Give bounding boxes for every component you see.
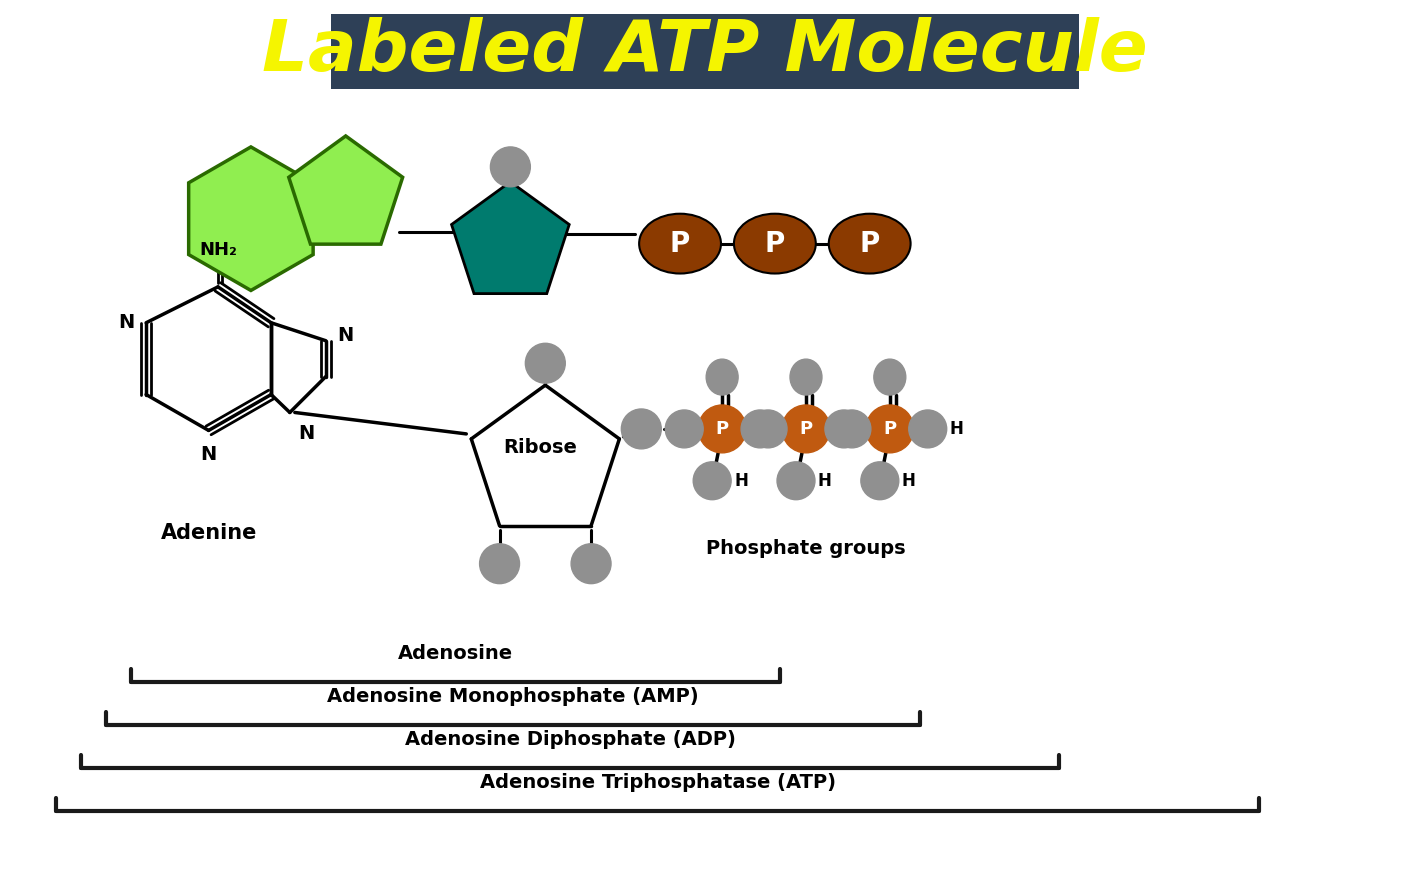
Text: Adenosine Diphosphate (ADP): Adenosine Diphosphate (ADP) bbox=[405, 730, 735, 749]
Circle shape bbox=[571, 544, 611, 584]
Text: H: H bbox=[734, 471, 748, 490]
Text: H: H bbox=[505, 554, 518, 573]
Text: Adenosine: Adenosine bbox=[398, 644, 514, 663]
Text: H: H bbox=[595, 554, 610, 573]
Circle shape bbox=[861, 462, 899, 499]
Circle shape bbox=[749, 410, 787, 448]
Circle shape bbox=[777, 462, 816, 499]
Circle shape bbox=[782, 405, 830, 453]
Text: P: P bbox=[765, 230, 785, 258]
Circle shape bbox=[480, 544, 519, 584]
Polygon shape bbox=[189, 147, 313, 291]
Text: P: P bbox=[883, 420, 896, 438]
Circle shape bbox=[693, 462, 731, 499]
Circle shape bbox=[825, 410, 864, 448]
Text: H: H bbox=[902, 471, 916, 490]
Text: N: N bbox=[119, 313, 134, 333]
Text: N: N bbox=[200, 445, 217, 464]
Circle shape bbox=[698, 405, 746, 453]
Circle shape bbox=[866, 405, 914, 453]
Ellipse shape bbox=[828, 214, 910, 273]
Ellipse shape bbox=[734, 214, 816, 273]
Ellipse shape bbox=[873, 359, 906, 395]
Text: Adenosine Triphosphatase (ATP): Adenosine Triphosphatase (ATP) bbox=[480, 773, 835, 792]
Text: H: H bbox=[818, 471, 832, 490]
Text: Ribose: Ribose bbox=[504, 438, 577, 457]
Text: Adenine: Adenine bbox=[161, 523, 257, 543]
Text: Labeled ATP Molecule: Labeled ATP Molecule bbox=[262, 17, 1149, 86]
Ellipse shape bbox=[639, 214, 721, 273]
Ellipse shape bbox=[790, 359, 823, 395]
Circle shape bbox=[909, 410, 947, 448]
Polygon shape bbox=[289, 136, 402, 244]
Text: Adenosine Monophosphate (AMP): Adenosine Monophosphate (AMP) bbox=[327, 687, 698, 706]
Text: N: N bbox=[337, 327, 354, 345]
Text: P: P bbox=[715, 420, 728, 438]
Polygon shape bbox=[452, 182, 569, 293]
Circle shape bbox=[491, 147, 531, 187]
Circle shape bbox=[741, 410, 779, 448]
Circle shape bbox=[832, 410, 871, 448]
Text: NH₂: NH₂ bbox=[199, 241, 237, 259]
Text: P: P bbox=[800, 420, 813, 438]
Text: P: P bbox=[670, 230, 690, 258]
Text: Phosphate groups: Phosphate groups bbox=[706, 539, 906, 558]
Circle shape bbox=[665, 410, 703, 448]
FancyBboxPatch shape bbox=[330, 14, 1079, 89]
Text: P: P bbox=[859, 230, 880, 258]
Ellipse shape bbox=[706, 359, 738, 395]
Circle shape bbox=[525, 343, 566, 383]
Text: H: H bbox=[950, 420, 964, 438]
Circle shape bbox=[621, 409, 662, 449]
Text: N: N bbox=[298, 424, 315, 443]
